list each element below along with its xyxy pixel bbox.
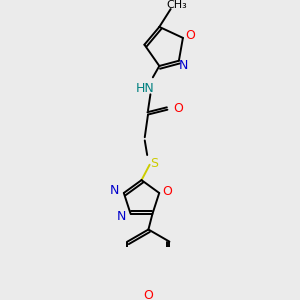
Text: O: O [185, 29, 195, 42]
Text: CH₃: CH₃ [167, 0, 188, 10]
Text: N: N [179, 59, 188, 72]
Text: O: O [143, 290, 153, 300]
Text: O: O [173, 102, 183, 115]
Text: N: N [110, 184, 120, 197]
Text: N: N [117, 210, 126, 223]
Text: O: O [162, 185, 172, 198]
Text: S: S [150, 157, 158, 169]
Text: HN: HN [135, 82, 154, 95]
